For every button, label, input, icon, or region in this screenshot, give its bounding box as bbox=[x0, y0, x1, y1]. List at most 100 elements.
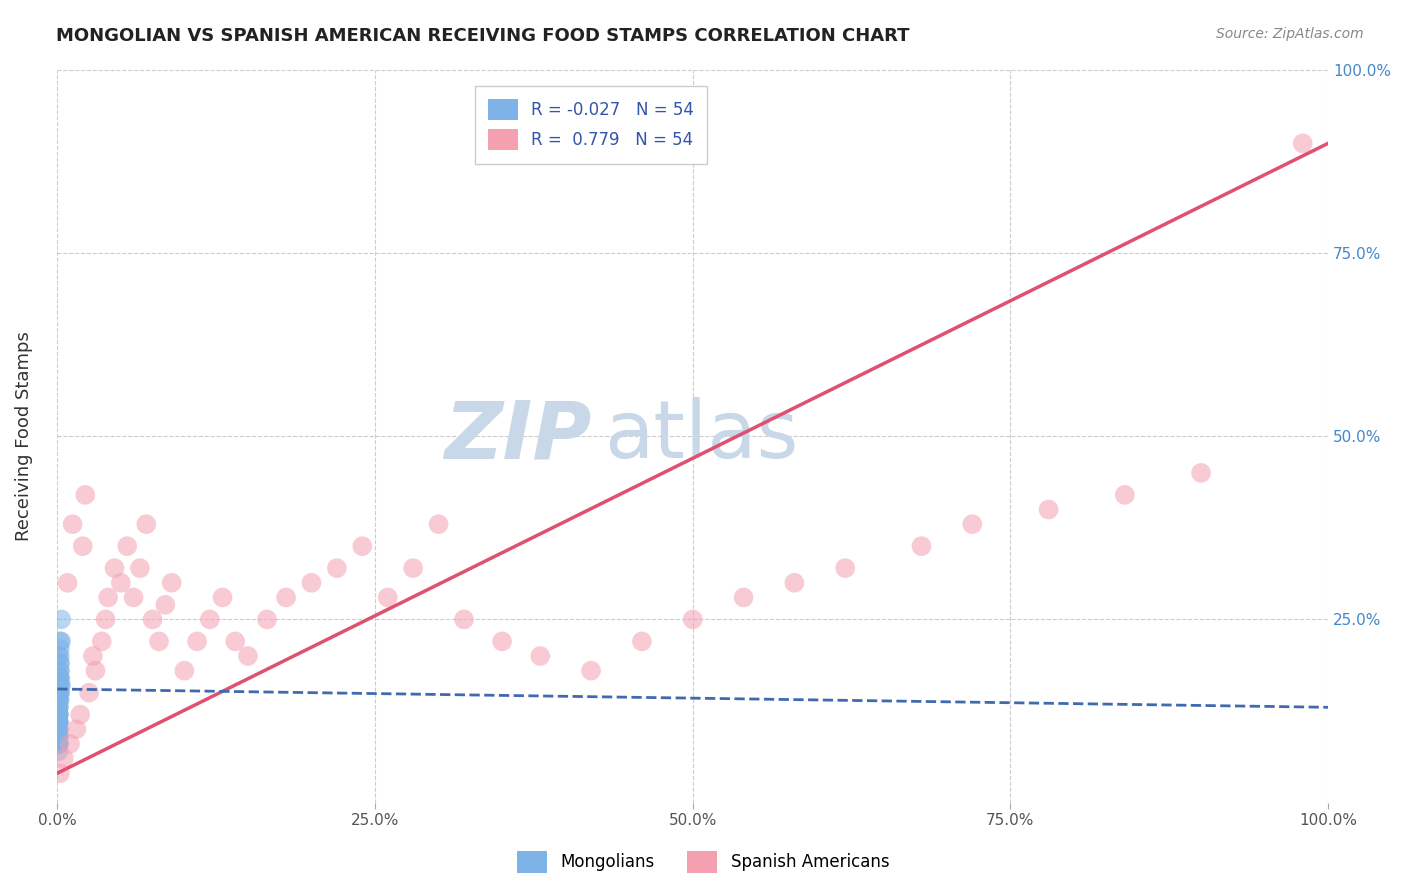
Point bbox=[65, 723, 87, 737]
Point bbox=[48, 737, 70, 751]
Point bbox=[94, 612, 117, 626]
Point bbox=[49, 671, 72, 685]
Point bbox=[160, 575, 183, 590]
Point bbox=[48, 723, 70, 737]
Point bbox=[142, 612, 165, 626]
Point bbox=[682, 612, 704, 626]
Point bbox=[48, 737, 70, 751]
Point bbox=[48, 714, 70, 729]
Point bbox=[48, 693, 70, 707]
Point bbox=[49, 664, 72, 678]
Point bbox=[49, 671, 72, 685]
Point bbox=[129, 561, 152, 575]
Point bbox=[173, 664, 195, 678]
Point bbox=[48, 707, 70, 722]
Point bbox=[49, 657, 72, 671]
Point bbox=[377, 591, 399, 605]
Point bbox=[49, 648, 72, 663]
Point bbox=[69, 707, 91, 722]
Point bbox=[224, 634, 246, 648]
Point bbox=[301, 575, 323, 590]
Point bbox=[48, 737, 70, 751]
Point bbox=[48, 707, 70, 722]
Point bbox=[1038, 502, 1060, 516]
Point bbox=[77, 686, 100, 700]
Point bbox=[110, 575, 132, 590]
Point bbox=[49, 634, 72, 648]
Text: Source: ZipAtlas.com: Source: ZipAtlas.com bbox=[1216, 27, 1364, 41]
Point bbox=[211, 591, 233, 605]
Point bbox=[352, 539, 374, 553]
Point bbox=[49, 686, 72, 700]
Point bbox=[48, 707, 70, 722]
Point bbox=[56, 575, 79, 590]
Point bbox=[48, 730, 70, 744]
Point bbox=[75, 488, 97, 502]
Point bbox=[48, 714, 70, 729]
Point bbox=[52, 751, 75, 765]
Point bbox=[48, 714, 70, 729]
Point bbox=[783, 575, 806, 590]
Point bbox=[1114, 488, 1136, 502]
Text: MONGOLIAN VS SPANISH AMERICAN RECEIVING FOOD STAMPS CORRELATION CHART: MONGOLIAN VS SPANISH AMERICAN RECEIVING … bbox=[56, 27, 910, 45]
Text: ZIP: ZIP bbox=[444, 397, 591, 475]
Point bbox=[48, 730, 70, 744]
Point bbox=[256, 612, 278, 626]
Point bbox=[103, 561, 125, 575]
Y-axis label: Receiving Food Stamps: Receiving Food Stamps bbox=[15, 331, 32, 541]
Point bbox=[48, 730, 70, 744]
Point bbox=[49, 686, 72, 700]
Point bbox=[49, 766, 72, 780]
Point bbox=[49, 678, 72, 692]
Point bbox=[135, 517, 157, 532]
Point bbox=[1189, 466, 1212, 480]
Point bbox=[48, 723, 70, 737]
Point bbox=[326, 561, 349, 575]
Text: atlas: atlas bbox=[603, 397, 799, 475]
Point bbox=[529, 648, 551, 663]
Point bbox=[49, 641, 72, 656]
Point bbox=[48, 723, 70, 737]
Point bbox=[1292, 136, 1315, 151]
Point bbox=[48, 714, 70, 729]
Point bbox=[579, 664, 602, 678]
Point bbox=[49, 678, 72, 692]
Point bbox=[62, 517, 84, 532]
Point bbox=[198, 612, 221, 626]
Point bbox=[148, 634, 170, 648]
Point bbox=[72, 539, 94, 553]
Point bbox=[631, 634, 654, 648]
Point bbox=[48, 723, 70, 737]
Point bbox=[48, 693, 70, 707]
Point bbox=[48, 737, 70, 751]
Point bbox=[402, 561, 425, 575]
Point bbox=[48, 678, 70, 692]
Point bbox=[962, 517, 984, 532]
Point bbox=[733, 591, 755, 605]
Legend: R = -0.027   N = 54, R =  0.779   N = 54: R = -0.027 N = 54, R = 0.779 N = 54 bbox=[475, 86, 707, 163]
Point bbox=[48, 730, 70, 744]
Point bbox=[49, 657, 72, 671]
Point bbox=[491, 634, 513, 648]
Point bbox=[59, 737, 82, 751]
Point bbox=[97, 591, 120, 605]
Point bbox=[84, 664, 107, 678]
Point bbox=[82, 648, 104, 663]
Point bbox=[155, 598, 177, 612]
Point bbox=[90, 634, 112, 648]
Point bbox=[49, 664, 72, 678]
Point bbox=[48, 648, 70, 663]
Point bbox=[122, 591, 145, 605]
Point bbox=[48, 700, 70, 714]
Point bbox=[236, 648, 259, 663]
Point bbox=[274, 591, 297, 605]
Point bbox=[48, 737, 70, 751]
Point bbox=[427, 517, 450, 532]
Point bbox=[49, 612, 72, 626]
Point bbox=[49, 634, 72, 648]
Point bbox=[910, 539, 932, 553]
Point bbox=[49, 678, 72, 692]
Point bbox=[49, 693, 72, 707]
Point bbox=[48, 700, 70, 714]
Point bbox=[453, 612, 475, 626]
